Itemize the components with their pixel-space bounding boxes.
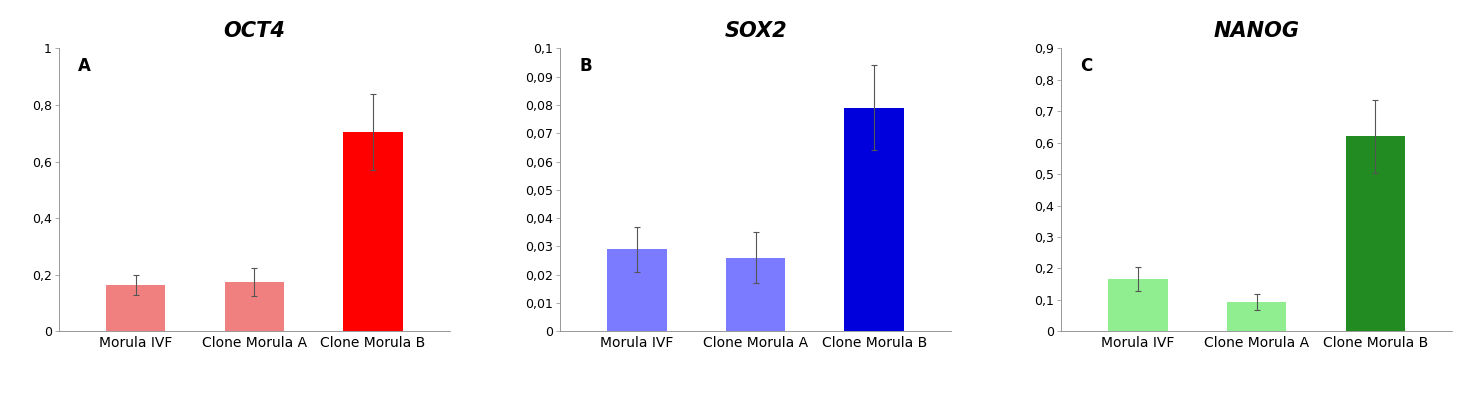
Bar <box>726 258 785 331</box>
Text: A: A <box>78 57 91 75</box>
Bar <box>845 108 904 331</box>
Bar <box>1345 137 1405 331</box>
Title: SOX2: SOX2 <box>725 21 786 41</box>
Bar <box>1108 280 1168 331</box>
Bar <box>224 282 285 331</box>
Bar <box>1226 302 1287 331</box>
Text: B: B <box>579 57 593 75</box>
Title: OCT4: OCT4 <box>223 21 286 41</box>
Title: NANOG: NANOG <box>1213 21 1300 41</box>
Bar <box>607 249 666 331</box>
Bar <box>106 284 166 331</box>
Text: C: C <box>1080 57 1093 75</box>
Bar <box>343 132 403 331</box>
